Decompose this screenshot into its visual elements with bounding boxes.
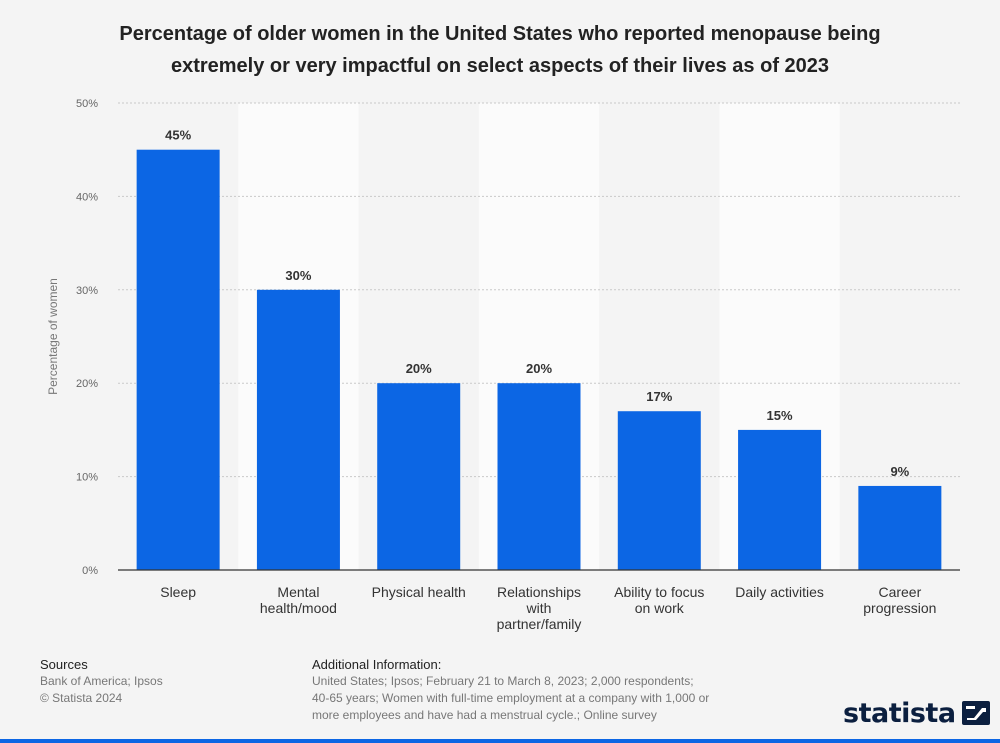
bar-chart: 0% 10% 20% 30% 40% 50% Percentage of women 45% S… (46, 98, 960, 632)
bottom-accent-bar (0, 739, 1000, 743)
y-tick-label-20: 20% (76, 378, 98, 390)
statista-wordmark: statista (843, 697, 956, 729)
x-tick-label-4: Ability to focus on work (614, 584, 704, 616)
copyright-text: © Statista 2024 (40, 691, 123, 705)
x-tick-label-6: Career progression (863, 584, 936, 616)
y-axis-title: Percentage of women (46, 278, 60, 395)
additional-info-line-3: more employees and have had a menstrual … (312, 708, 657, 722)
x-tick-label-3: Relationships with partner/family (497, 584, 582, 632)
x-tick-label-2: Physical health (372, 584, 466, 600)
statista-logo-icon (961, 701, 990, 725)
bar-2 (377, 383, 461, 570)
x-tick-label-1: Mental health/mood (260, 584, 337, 616)
y-tick-label-50: 50% (76, 98, 98, 110)
additional-info-block: Additional Information: United States; I… (312, 656, 732, 724)
bar-5 (738, 429, 822, 570)
y-tick-label-0: 0% (82, 565, 98, 577)
sources-block: Sources Bank of America; Ipsos © Statist… (40, 656, 163, 707)
sources-title: Sources (40, 657, 88, 672)
additional-info-line-1: United States; Ipsos; February 21 to Mar… (312, 674, 694, 688)
bar-value-label-5: 15% (767, 408, 793, 423)
chart-title-line-1: Percentage of older women in the United … (119, 23, 881, 45)
additional-info-title: Additional Information: (312, 657, 442, 672)
bar-value-label-0: 45% (165, 128, 191, 143)
chart-title: Percentage of older women in the United … (60, 18, 940, 82)
bar-value-label-2: 20% (406, 361, 432, 376)
x-tick-label-5: Daily activities (735, 584, 824, 600)
additional-info-line-2: 40-65 years; Women with full-time employ… (312, 691, 710, 705)
bar-value-label-1: 30% (285, 268, 311, 283)
y-tick-label-40: 40% (76, 191, 98, 203)
bar-1 (256, 289, 340, 570)
sources-text[interactable]: Bank of America; Ipsos (40, 674, 163, 688)
statista-logo[interactable]: statista (843, 696, 990, 730)
x-tick-label-0: Sleep (160, 584, 196, 600)
chart-title-line-2: extremely or very impactful on select as… (170, 55, 830, 77)
bar-6 (858, 485, 942, 570)
bar-0 (136, 149, 220, 570)
y-tick-label-10: 10% (76, 472, 98, 484)
bar-value-label-6: 9% (890, 464, 909, 479)
bar-value-label-3: 20% (526, 361, 552, 376)
bar-4 (617, 411, 701, 570)
y-tick-label-30: 30% (76, 285, 98, 297)
bar-3 (497, 383, 581, 570)
bar-value-label-4: 17% (646, 389, 672, 404)
